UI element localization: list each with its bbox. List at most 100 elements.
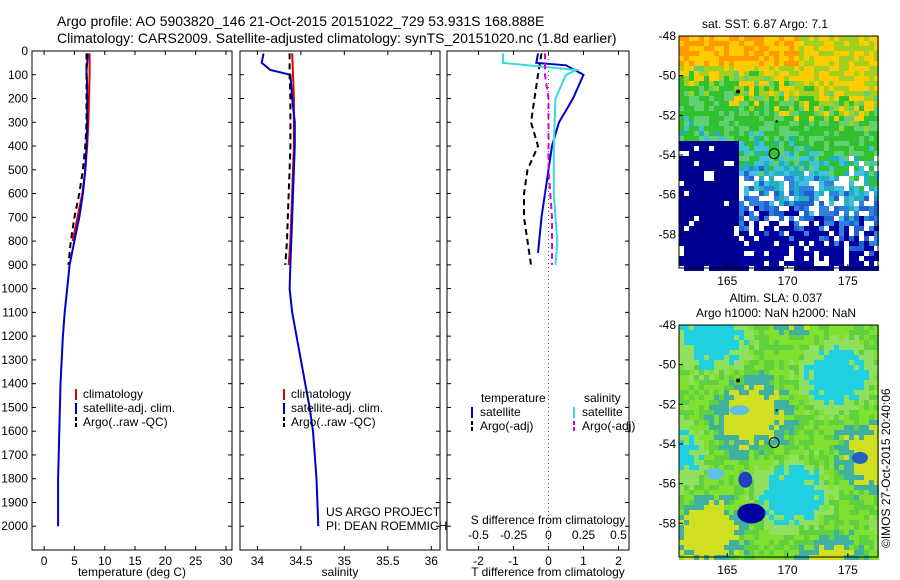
map-cell — [824, 136, 829, 141]
map-cell — [694, 385, 699, 390]
map-cell — [774, 540, 779, 545]
map-cell — [779, 46, 784, 51]
map-cell — [699, 480, 704, 485]
map-cell — [709, 171, 714, 176]
map-cell — [854, 46, 859, 51]
map-cell — [679, 385, 684, 390]
map-cell — [859, 201, 864, 206]
map-cell — [874, 545, 879, 550]
map-cell — [779, 211, 784, 216]
map-cell — [734, 241, 739, 246]
map-cell — [694, 56, 699, 61]
map-cell — [724, 151, 729, 156]
map-cell — [849, 530, 854, 535]
map-cell — [799, 540, 804, 545]
map-cell — [819, 161, 824, 166]
map-cell — [754, 415, 759, 420]
map-cell — [769, 500, 774, 505]
map-cell — [849, 345, 854, 350]
map-cell — [789, 206, 794, 211]
map-cell — [834, 186, 839, 191]
map-cell — [694, 395, 699, 400]
map-cell — [784, 256, 789, 261]
map-cell — [869, 241, 874, 246]
map-cell — [829, 340, 834, 345]
map-cell — [699, 465, 704, 470]
map-cell — [849, 76, 854, 81]
map-cell — [829, 415, 834, 420]
map-cell — [834, 485, 839, 490]
map-cell — [864, 36, 869, 41]
map-cell — [844, 131, 849, 136]
map-cell — [824, 410, 829, 415]
map-cell — [849, 480, 854, 485]
map-cell — [774, 410, 779, 415]
map-cell — [859, 480, 864, 485]
map-cell — [794, 455, 799, 460]
map-cell — [844, 241, 849, 246]
map-cell — [679, 116, 684, 121]
map-cell — [844, 81, 849, 86]
map-cell — [794, 261, 799, 266]
map-cell — [719, 241, 724, 246]
map-cell — [714, 116, 719, 121]
map-cell — [714, 146, 719, 151]
map-cell — [804, 66, 809, 71]
map-cell — [794, 345, 799, 350]
map-cell — [834, 236, 839, 241]
map-cell — [769, 340, 774, 345]
map-cell — [839, 81, 844, 86]
map-cell — [834, 435, 839, 440]
map-cell — [749, 246, 754, 251]
map-cell — [734, 81, 739, 86]
map-cell — [684, 226, 689, 231]
map-cell — [704, 400, 709, 405]
map-cell — [734, 445, 739, 450]
map-cell — [819, 116, 824, 121]
map-cell — [854, 545, 859, 550]
map-cell — [684, 91, 689, 96]
map-cell — [874, 216, 879, 221]
map-cell — [714, 370, 719, 375]
map-cell — [839, 420, 844, 425]
map-cell — [789, 475, 794, 480]
map-cell — [839, 450, 844, 455]
map-cell — [794, 435, 799, 440]
map-cell — [824, 350, 829, 355]
map-cell — [704, 450, 709, 455]
x-tick-label: 36 — [425, 554, 439, 568]
map-cell — [734, 495, 739, 500]
map-cell — [714, 241, 719, 246]
map-cell — [869, 500, 874, 505]
map-cell — [729, 470, 734, 475]
map-cell — [859, 435, 864, 440]
map-cell — [764, 495, 769, 500]
map-cell — [734, 91, 739, 96]
salinity-plot-frame — [239, 50, 441, 551]
map-cell — [839, 76, 844, 81]
map-cell — [799, 96, 804, 101]
map-cell — [699, 46, 704, 51]
map-cell — [754, 171, 759, 176]
map-cell — [799, 211, 804, 216]
map-cell — [689, 91, 694, 96]
map-cell — [819, 246, 824, 251]
map-cell — [689, 430, 694, 435]
map-cell — [704, 525, 709, 530]
map-cell — [719, 525, 724, 530]
map-cell — [764, 171, 769, 176]
map-cell — [824, 91, 829, 96]
map-cell — [834, 470, 839, 475]
map-cell — [744, 325, 749, 330]
map-cell — [869, 36, 874, 41]
map-cell — [749, 151, 754, 156]
map-cell — [704, 530, 709, 535]
map-cell — [764, 131, 769, 136]
map-cell — [754, 350, 759, 355]
map-y-tick-label: -52 — [659, 108, 677, 122]
map-cell — [814, 435, 819, 440]
map-cell — [749, 51, 754, 56]
map-cell — [824, 465, 829, 470]
map-cell — [759, 360, 764, 365]
map-cell — [714, 325, 719, 330]
